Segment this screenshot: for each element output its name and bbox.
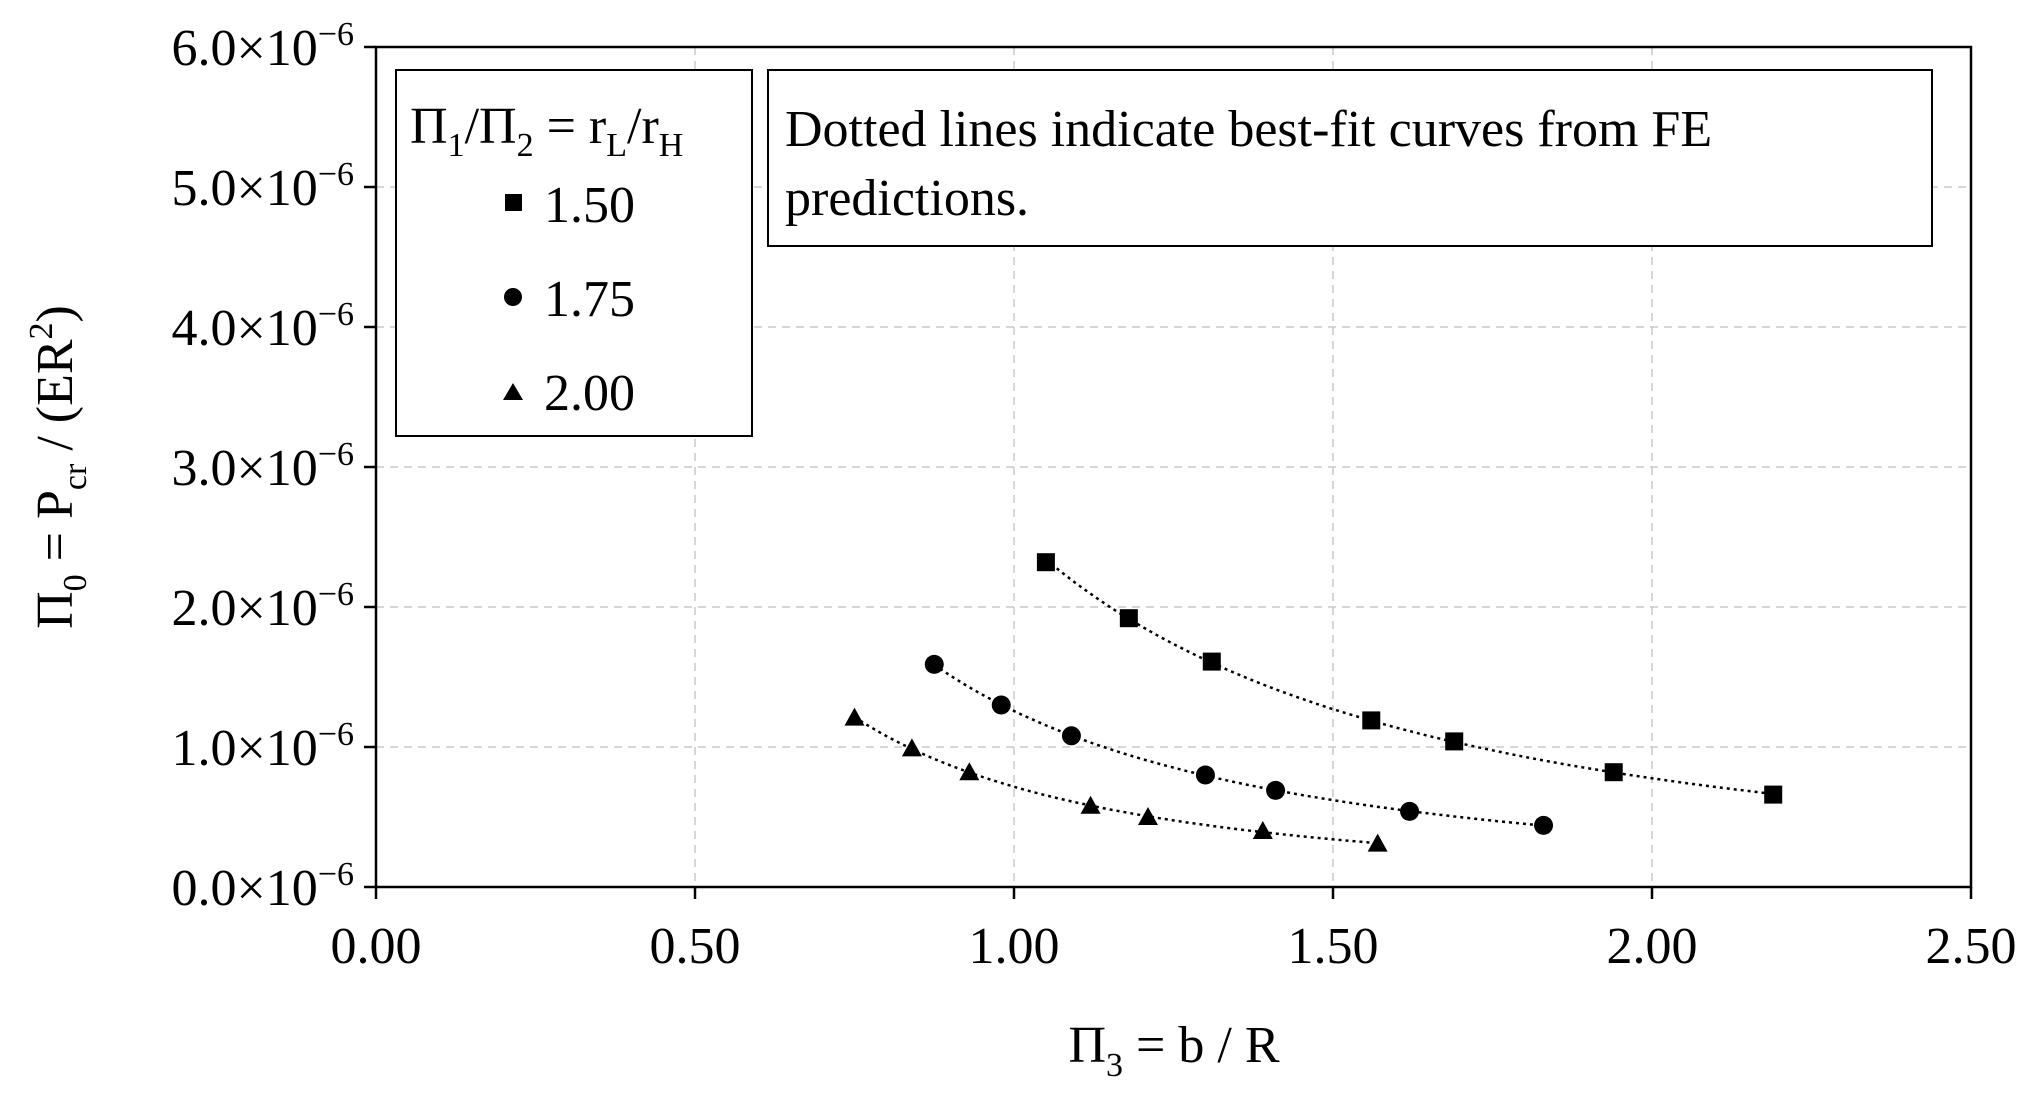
y-tick-mantissa: 6.0×10: [171, 20, 317, 77]
legend-title-sub2: 2: [517, 127, 534, 164]
annotation-box: [767, 69, 1933, 247]
y-axis-title-pi: Π: [27, 591, 84, 629]
legend: Π1/Π2 = rL/rH 1.50 1.75 2.00: [395, 69, 753, 437]
x-tick-label: 2.00: [1607, 918, 1698, 975]
legend-title-subH: H: [659, 127, 684, 164]
y-tick-exponent: −6: [318, 856, 354, 893]
data-point-circle: [991, 695, 1011, 715]
data-point-triangle: [901, 738, 922, 757]
y-tick-label: 3.0×10−6: [171, 436, 354, 497]
legend-title-r2: /r: [627, 98, 659, 155]
x-axis-title-sub: 3: [1106, 1047, 1123, 1084]
data-point-triangle: [1080, 795, 1101, 814]
y-tick-label: 0.0×10−6: [171, 856, 354, 917]
legend-marker-circle: [504, 288, 522, 306]
x-tick-label: 0.50: [650, 918, 741, 975]
legend-marker-square: [505, 194, 522, 211]
best-fit-curve: [1045, 558, 1774, 796]
legend-label-1: 1.50: [544, 177, 635, 234]
data-point-circle: [1266, 780, 1286, 800]
annotation-line-1: Dotted lines indicate best-fit curves fr…: [785, 101, 1712, 158]
best-fit-curve: [933, 663, 1544, 827]
annotation-line-2: predictions.: [785, 170, 1029, 227]
y-tick-exponent: −6: [318, 716, 354, 753]
annotation-note: Dotted lines indicate best-fit curves fr…: [767, 69, 1933, 247]
legend-marker-triangle: [503, 383, 523, 400]
y-tick-exponent: −6: [318, 296, 354, 333]
y-tick-exponent: −6: [318, 436, 354, 473]
legend-label-2: 1.75: [544, 271, 635, 328]
data-point-square: [1604, 763, 1623, 782]
legend-title-pi2: /Π: [465, 98, 517, 155]
y-axis-title-close: ): [27, 305, 84, 322]
legend-title-pi1: Π: [410, 98, 448, 155]
y-tick-exponent: −6: [318, 16, 354, 53]
data-point-square: [1764, 785, 1783, 804]
y-tick-exponent: −6: [318, 576, 354, 613]
y-tick-mantissa: 4.0×10: [171, 300, 317, 357]
data-point-triangle: [844, 707, 865, 726]
legend-title: Π1/Π2 = rL/rH: [410, 98, 683, 164]
data-point-square: [1202, 652, 1221, 671]
data-point-triangle: [1367, 833, 1388, 852]
y-tick-mantissa: 1.0×10: [171, 720, 317, 777]
y-tick-mantissa: 3.0×10: [171, 440, 317, 497]
y-tick-label: 2.0×10−6: [171, 576, 354, 637]
y-axis-title-eq: = P: [27, 490, 84, 574]
data-point-square: [1445, 732, 1464, 751]
y-tick-mantissa: 0.0×10: [171, 860, 317, 917]
y-axis-title-sup2: 2: [23, 322, 60, 339]
data-point-square: [1362, 711, 1381, 730]
x-axis-title-main: Π: [1068, 1017, 1106, 1074]
data-point-square: [1036, 553, 1055, 572]
data-point-square: [1119, 609, 1138, 628]
data-point-triangle: [1137, 807, 1158, 825]
data-point-circle: [1400, 801, 1420, 821]
data-point-circle: [1195, 765, 1215, 785]
legend-title-sub1: 1: [448, 127, 465, 164]
y-axis-title-sub0: 0: [57, 574, 94, 591]
tick-layer: 0.00 0.50 1.00 1.50 2.00 2.500.0×10−61.0×10−6…: [171, 16, 2016, 975]
legend-label-3: 2.00: [544, 365, 635, 422]
data-point-triangle: [1252, 821, 1273, 839]
y-tick-label: 6.0×10−6: [171, 16, 354, 77]
x-tick-label: 0.00: [331, 918, 422, 975]
y-axis-title-subcr: cr: [57, 463, 94, 490]
fit-layer: [853, 558, 1774, 845]
data-point-circle: [924, 654, 944, 674]
y-tick-label: 5.0×10−6: [171, 156, 354, 217]
data-point-triangle: [959, 762, 980, 781]
y-tick-mantissa: 2.0×10: [171, 580, 317, 637]
data-point-circle: [1534, 815, 1554, 835]
x-tick-label: 1.50: [1288, 918, 1379, 975]
legend-title-subL: L: [606, 127, 627, 164]
y-tick-label: 1.0×10−6: [171, 716, 354, 777]
legend-title-r: = r: [534, 98, 607, 155]
x-tick-label: 2.50: [1926, 918, 2017, 975]
best-fit-curve: [853, 716, 1378, 845]
x-tick-label: 1.00: [969, 918, 1060, 975]
y-tick-exponent: −6: [318, 156, 354, 193]
x-axis-title-rest: = b / R: [1123, 1017, 1280, 1074]
x-axis-title: Π3 = b / R: [1068, 1017, 1279, 1084]
y-axis-title: Π0 = Pcr / (ER2): [23, 305, 94, 629]
data-point-circle: [1061, 726, 1081, 746]
y-tick-label: 4.0×10−6: [171, 296, 354, 357]
legend-box: [395, 69, 753, 437]
y-axis-title-er: / (ER: [27, 339, 84, 464]
marker-layer: [844, 553, 1783, 852]
y-tick-mantissa: 5.0×10: [171, 160, 317, 217]
